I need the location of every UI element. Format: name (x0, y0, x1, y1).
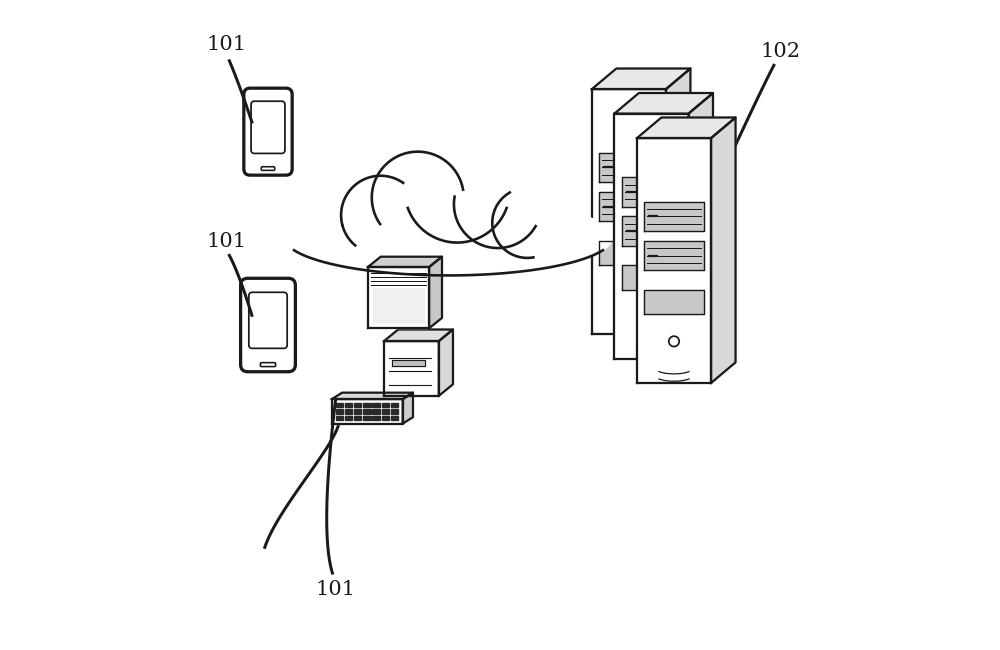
Polygon shape (614, 93, 713, 114)
Polygon shape (429, 257, 442, 328)
Polygon shape (599, 192, 659, 222)
Polygon shape (391, 416, 398, 421)
Polygon shape (336, 410, 343, 414)
Polygon shape (345, 410, 352, 414)
Polygon shape (368, 267, 429, 328)
Polygon shape (592, 68, 690, 89)
Circle shape (492, 188, 562, 258)
Polygon shape (363, 416, 371, 421)
Polygon shape (382, 410, 389, 414)
Circle shape (341, 176, 420, 255)
Polygon shape (345, 403, 352, 408)
FancyBboxPatch shape (244, 88, 292, 175)
Polygon shape (644, 202, 704, 231)
Polygon shape (622, 177, 681, 207)
Polygon shape (439, 330, 453, 396)
Polygon shape (363, 410, 371, 414)
Polygon shape (336, 403, 343, 408)
Circle shape (405, 137, 510, 242)
Polygon shape (391, 410, 398, 414)
Polygon shape (614, 114, 688, 359)
Polygon shape (336, 416, 343, 421)
Polygon shape (373, 289, 424, 323)
Polygon shape (354, 410, 361, 414)
Text: 102: 102 (760, 42, 800, 60)
Circle shape (372, 151, 464, 244)
FancyBboxPatch shape (261, 167, 275, 170)
Text: 101: 101 (206, 35, 246, 54)
FancyBboxPatch shape (251, 101, 285, 153)
Polygon shape (711, 118, 736, 383)
FancyBboxPatch shape (260, 363, 276, 367)
Polygon shape (599, 153, 659, 182)
Polygon shape (592, 89, 666, 334)
Polygon shape (644, 290, 704, 315)
FancyBboxPatch shape (249, 292, 287, 348)
Ellipse shape (284, 199, 613, 276)
Polygon shape (637, 118, 736, 138)
FancyBboxPatch shape (241, 278, 295, 372)
Polygon shape (372, 410, 380, 414)
Polygon shape (382, 416, 389, 421)
Polygon shape (372, 403, 380, 408)
Polygon shape (644, 241, 704, 270)
Circle shape (454, 161, 542, 248)
Polygon shape (622, 265, 681, 290)
Polygon shape (345, 416, 352, 421)
Polygon shape (372, 416, 380, 421)
Polygon shape (354, 403, 361, 408)
Text: 101: 101 (206, 231, 246, 251)
Polygon shape (354, 416, 361, 421)
Polygon shape (688, 93, 713, 359)
Polygon shape (403, 393, 413, 424)
Polygon shape (666, 68, 690, 334)
Polygon shape (637, 138, 711, 383)
Polygon shape (332, 393, 413, 399)
Polygon shape (622, 216, 681, 246)
Polygon shape (382, 403, 389, 408)
Polygon shape (392, 360, 425, 366)
Polygon shape (599, 241, 659, 265)
Polygon shape (384, 330, 453, 341)
Polygon shape (391, 403, 398, 408)
Polygon shape (363, 403, 371, 408)
Polygon shape (368, 257, 442, 267)
Polygon shape (384, 341, 439, 396)
Text: 101: 101 (316, 580, 356, 599)
Polygon shape (332, 399, 403, 424)
